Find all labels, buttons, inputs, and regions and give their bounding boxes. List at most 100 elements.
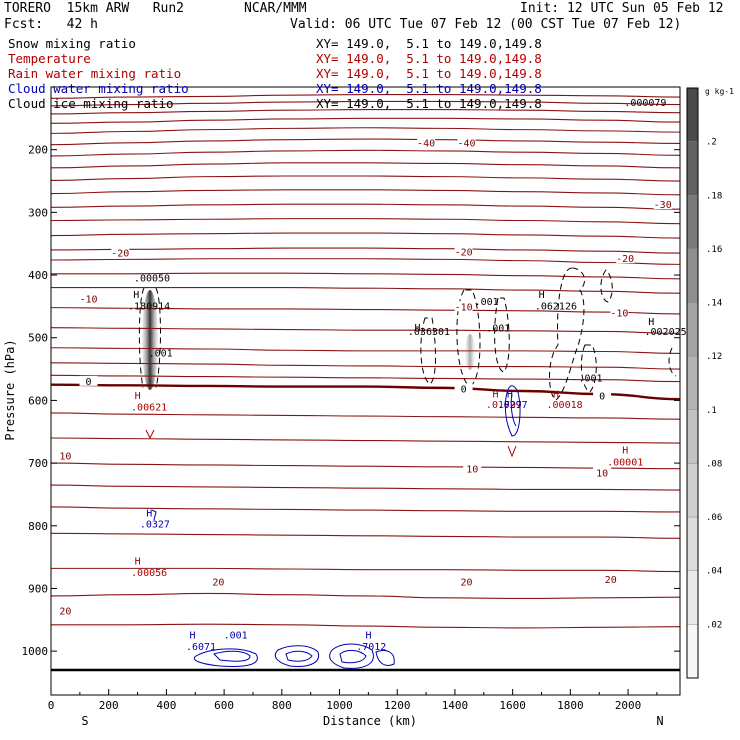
isotherm-line	[50, 189, 681, 196]
maximum-value: .062126	[535, 302, 577, 313]
contour-label: -30	[654, 200, 672, 211]
isotherm-line	[50, 117, 681, 124]
isotherm-line	[50, 247, 681, 254]
isotherm-line	[50, 100, 681, 107]
colorbar-swatch	[686, 302, 699, 357]
colorbar-tick-label: .14	[706, 299, 722, 309]
contour-labels: -40 -40 -30 -20 -20 -20 -10 -10 -10 0 0 0 10 10 10 20 20…	[56, 98, 687, 653]
xy-temperature: XY= 149.0, 5.1 to 149.0,149.8	[316, 51, 542, 66]
x-right-end-label: N	[656, 714, 663, 728]
contour-label-bg	[457, 137, 476, 148]
contour-label: 20	[212, 577, 224, 588]
maximum-value: .001	[579, 374, 603, 385]
y-tick-label: 300	[28, 206, 48, 219]
xy-cloud-water: XY= 149.0, 5.1 to 149.0,149.8	[316, 81, 542, 96]
x-tick-label: 1200	[384, 699, 411, 712]
h-marker: H	[622, 446, 628, 457]
xy-snow: XY= 149.0, 5.1 to 149.0,149.8	[316, 36, 542, 51]
maximum-value: .00018	[547, 400, 583, 411]
h-marker: H	[133, 290, 139, 301]
header-fcst: Fcst: 42 h	[4, 17, 98, 32]
isotherm-line	[50, 484, 681, 491]
colorbar-tick-label: .08	[706, 459, 722, 469]
colorbar-tick-label: .18	[706, 191, 722, 201]
maximum-value: .001	[224, 631, 248, 642]
h-marker: H	[539, 290, 545, 301]
h-marker: H	[648, 317, 654, 328]
contour-label-bg	[463, 463, 482, 474]
h-marker: H	[135, 557, 141, 568]
contour-label: 10	[466, 465, 478, 476]
isotherm-line	[50, 412, 681, 420]
isotherm-line	[50, 127, 681, 134]
legend-cloud-ice: Cloud ice mixing ratio	[8, 96, 174, 111]
colorbar-tick-label: .02	[706, 620, 722, 630]
h-marker: H	[553, 389, 559, 400]
isotherm-line	[50, 437, 681, 444]
colorbar-swatch	[686, 141, 699, 196]
snow-shading-2	[465, 334, 475, 370]
legend-rain: Rain water mixing ratio	[8, 66, 182, 81]
x-tick-label: 800	[272, 699, 292, 712]
isotherm-line	[50, 109, 681, 115]
maximum-value: .180914	[128, 302, 170, 313]
x-tick-label: 2000	[615, 699, 642, 712]
cloud-water-contours	[151, 385, 521, 669]
isotherm-line	[51, 272, 681, 280]
maximum-value: .00056	[131, 568, 167, 579]
maximum-value: .7012	[356, 642, 386, 653]
colorbar-swatch	[686, 355, 699, 411]
contour-label-bg	[610, 307, 629, 318]
colorbar-tick-label: .12	[706, 352, 722, 362]
contour-label: 0	[599, 391, 605, 402]
y-tick-label: 800	[28, 520, 48, 533]
isotherm-line	[50, 567, 681, 573]
maximum-value: .0327	[140, 520, 170, 531]
maximum-value: .6071	[186, 642, 216, 653]
xy-rain: XY= 149.0, 5.1 to 149.0,149.8	[316, 66, 542, 81]
colorbar-swatch	[686, 409, 699, 464]
snow-shading-1	[142, 290, 158, 390]
maximum-value: .001	[475, 297, 499, 308]
contour-label: 20	[59, 606, 71, 617]
colorbar-unit: g kg-1	[705, 87, 734, 96]
header-init: Init: 12 UTC Sun 05 Feb 12	[520, 1, 724, 16]
isotherm-line	[50, 138, 681, 146]
plot-frame	[50, 86, 681, 696]
y-tick-label: 600	[28, 394, 48, 407]
maximum-value: .00001	[607, 458, 643, 469]
contour-label: 0	[85, 377, 91, 388]
contour-label-bg	[79, 293, 98, 304]
contour-label-bg	[653, 199, 672, 210]
contour-label: -20	[616, 254, 634, 265]
contour-label: 20	[605, 575, 617, 586]
isotherm-line	[50, 149, 681, 157]
h-marker: H	[146, 508, 152, 519]
rain-contours	[145, 429, 517, 458]
isotherm-line	[50, 462, 681, 470]
contour-label: -20	[455, 248, 473, 259]
h-marker: H	[189, 631, 195, 642]
y-tick-label: 1000	[22, 645, 49, 658]
colorbar-tick-label: .06	[706, 513, 722, 523]
contour-label: -40	[417, 139, 435, 150]
isotherm-line	[50, 307, 681, 315]
contour-label: -20	[111, 248, 129, 259]
x-tick-label: 200	[99, 699, 119, 712]
y-axis-label: Pressure (hPa)	[3, 339, 17, 440]
header-org: NCAR/MMM	[244, 1, 307, 16]
x-left-end-label: S	[81, 714, 88, 728]
maximum-value: .001	[486, 323, 510, 334]
legend-temperature: Temperature	[8, 51, 91, 66]
x-tick-label: 1400	[442, 699, 469, 712]
contour-label-bg	[454, 301, 473, 312]
isotherm-line	[50, 327, 681, 334]
contour-label-bg	[593, 467, 612, 478]
contour-label: 0	[461, 384, 467, 395]
contour-label-bg	[454, 383, 473, 394]
y-tick-label: 400	[28, 269, 48, 282]
xy-cloud-ice: XY= 149.0, 5.1 to 149.0,149.8	[316, 96, 542, 111]
isotherm-line	[50, 623, 681, 629]
colorbar-frame	[686, 87, 699, 679]
